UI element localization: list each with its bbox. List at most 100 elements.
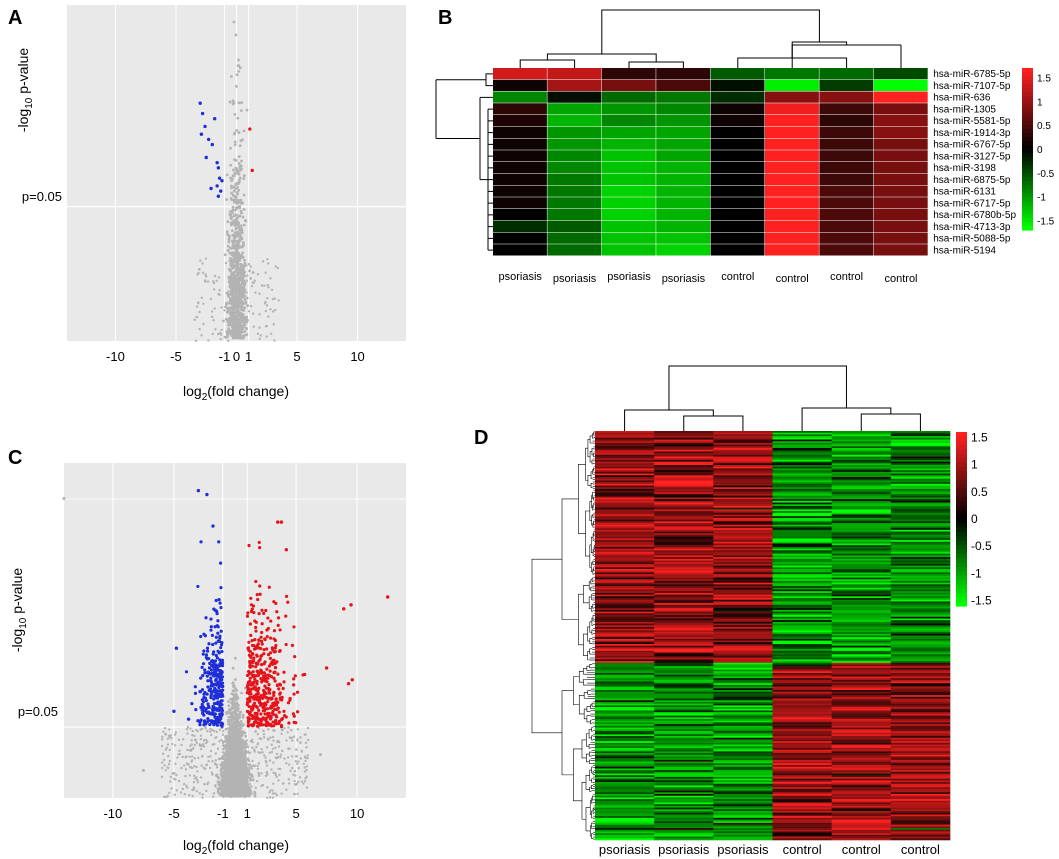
data-point-grey xyxy=(213,729,216,733)
data-point-grey xyxy=(237,721,241,725)
data-point-grey xyxy=(237,334,241,338)
data-point-grey xyxy=(196,770,199,773)
volcano-a-points xyxy=(193,20,280,342)
data-point-grey xyxy=(271,310,275,313)
data-point-grey xyxy=(253,748,256,751)
data-point-grey xyxy=(238,178,241,182)
data-point-grey xyxy=(245,296,249,300)
data-point-grey xyxy=(230,177,234,181)
data-point-down xyxy=(194,708,198,712)
data-point-grey xyxy=(244,264,248,267)
data-point-grey xyxy=(232,763,236,767)
data-point-grey xyxy=(220,306,223,309)
data-point-down xyxy=(206,679,210,683)
data-point-grey xyxy=(225,301,229,305)
data-point-grey xyxy=(177,779,181,783)
data-point-grey xyxy=(174,762,177,766)
data-point-grey xyxy=(167,754,170,758)
data-point-grey xyxy=(229,217,233,221)
data-point-grey xyxy=(254,729,257,733)
data-point-grey xyxy=(306,738,310,742)
data-point-grey xyxy=(232,271,236,274)
data-point-grey xyxy=(304,741,308,745)
data-point-down xyxy=(209,625,213,629)
data-point-grey xyxy=(229,221,233,225)
data-point-grey xyxy=(235,320,238,323)
data-point-grey xyxy=(168,748,171,752)
data-point-grey xyxy=(186,725,190,729)
data-point-grey xyxy=(224,790,227,794)
data-point-grey xyxy=(288,763,291,766)
data-point-grey xyxy=(217,276,221,279)
data-point-down xyxy=(214,641,218,645)
data-point-down xyxy=(190,702,194,706)
data-point-grey xyxy=(209,297,213,301)
data-point-grey xyxy=(199,737,203,741)
data-point-down xyxy=(216,631,220,635)
data-point-grey xyxy=(224,751,228,754)
data-point-grey xyxy=(229,757,233,761)
data-point-grey xyxy=(236,201,239,205)
data-point-grey xyxy=(266,796,269,799)
data-point-grey xyxy=(216,773,219,776)
data-point-grey xyxy=(238,66,242,70)
data-point-grey xyxy=(254,291,257,294)
data-point-grey xyxy=(201,754,204,758)
data-point-grey xyxy=(281,749,284,753)
data-point-grey xyxy=(184,774,187,778)
data-point-grey xyxy=(248,751,252,755)
data-point-down xyxy=(219,586,223,590)
data-point-grey xyxy=(239,202,243,205)
data-point-grey xyxy=(253,279,257,282)
data-point-grey xyxy=(231,750,235,754)
data-point-grey xyxy=(207,760,210,763)
data-point-grey xyxy=(182,738,185,741)
data-point-grey xyxy=(214,759,217,762)
data-point-grey xyxy=(276,755,280,759)
data-point-grey xyxy=(305,746,308,749)
data-point-grey xyxy=(239,792,243,795)
data-point-grey xyxy=(141,768,145,772)
data-point-grey xyxy=(220,791,224,794)
data-point-grey xyxy=(256,764,259,767)
data-point-grey xyxy=(240,691,244,695)
data-point-grey xyxy=(245,769,249,773)
data-point-down xyxy=(199,719,203,723)
data-point-grey xyxy=(237,255,241,259)
data-point-down xyxy=(205,692,209,696)
data-point-grey xyxy=(192,786,196,789)
data-point-grey xyxy=(206,280,210,283)
data-point-grey xyxy=(190,755,194,758)
data-point-grey xyxy=(232,214,236,218)
data-point-grey xyxy=(193,757,196,760)
data-point-down xyxy=(216,166,221,170)
data-point-down xyxy=(220,694,224,698)
data-point-grey xyxy=(231,325,234,328)
data-point-grey xyxy=(233,775,237,779)
data-point-grey xyxy=(281,729,284,732)
data-point-grey xyxy=(229,720,233,724)
data-point-grey xyxy=(221,729,225,733)
data-point-grey xyxy=(265,746,269,749)
data-point-grey xyxy=(168,728,171,731)
data-point-grey xyxy=(235,248,239,251)
panel-letter-c: C xyxy=(8,447,22,469)
data-point-grey xyxy=(250,767,254,770)
data-point-grey xyxy=(256,733,260,736)
data-point-grey xyxy=(186,748,189,752)
data-point-grey xyxy=(220,333,223,336)
data-point-grey xyxy=(222,781,226,785)
data-point-grey xyxy=(305,786,309,789)
data-point-grey xyxy=(236,750,239,754)
data-point-grey xyxy=(211,743,214,746)
data-point-grey xyxy=(277,767,280,770)
data-point-down xyxy=(217,651,221,655)
data-point-grey xyxy=(191,729,194,733)
data-point-grey xyxy=(242,207,246,211)
data-point-grey xyxy=(280,792,283,795)
data-point-grey xyxy=(248,782,251,786)
data-point-down xyxy=(199,705,203,710)
data-point-grey xyxy=(237,58,240,62)
data-point-grey xyxy=(160,766,164,770)
